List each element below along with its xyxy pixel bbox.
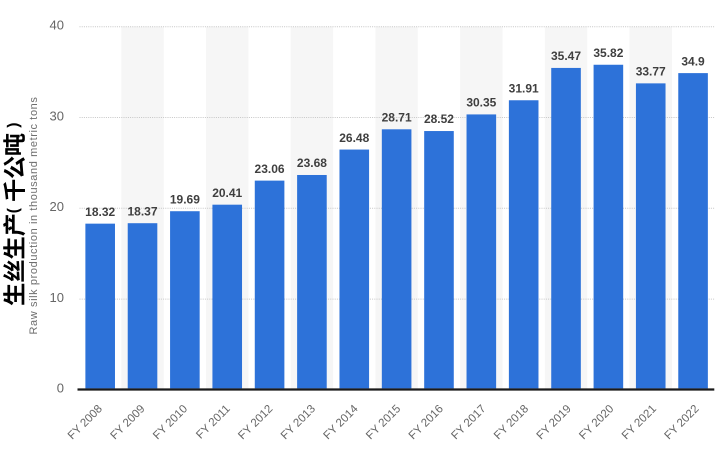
svg-text:20.41: 20.41 xyxy=(212,186,242,200)
svg-text:40: 40 xyxy=(50,18,64,33)
svg-text:34.9: 34.9 xyxy=(681,54,705,68)
svg-text:35.47: 35.47 xyxy=(551,49,581,63)
svg-text:30: 30 xyxy=(50,108,64,123)
svg-text:18.37: 18.37 xyxy=(128,204,158,218)
svg-text:35.82: 35.82 xyxy=(593,46,623,60)
svg-text:0: 0 xyxy=(57,381,64,396)
svg-text:19.69: 19.69 xyxy=(170,192,200,206)
svg-text:18.32: 18.32 xyxy=(85,205,115,219)
svg-text:10: 10 xyxy=(50,290,64,305)
svg-text:26.48: 26.48 xyxy=(339,131,369,145)
svg-text:23.68: 23.68 xyxy=(297,156,327,170)
svg-text:Raw silk production in thousan: Raw silk production in thousand metric t… xyxy=(28,97,40,335)
svg-text:28.52: 28.52 xyxy=(424,112,454,126)
svg-text:30.35: 30.35 xyxy=(466,96,496,110)
svg-text:31.91: 31.91 xyxy=(509,81,539,95)
svg-text:20: 20 xyxy=(50,199,64,214)
svg-text:28.71: 28.71 xyxy=(382,111,412,125)
svg-text:23.06: 23.06 xyxy=(255,162,285,176)
svg-text:33.77: 33.77 xyxy=(636,65,666,79)
